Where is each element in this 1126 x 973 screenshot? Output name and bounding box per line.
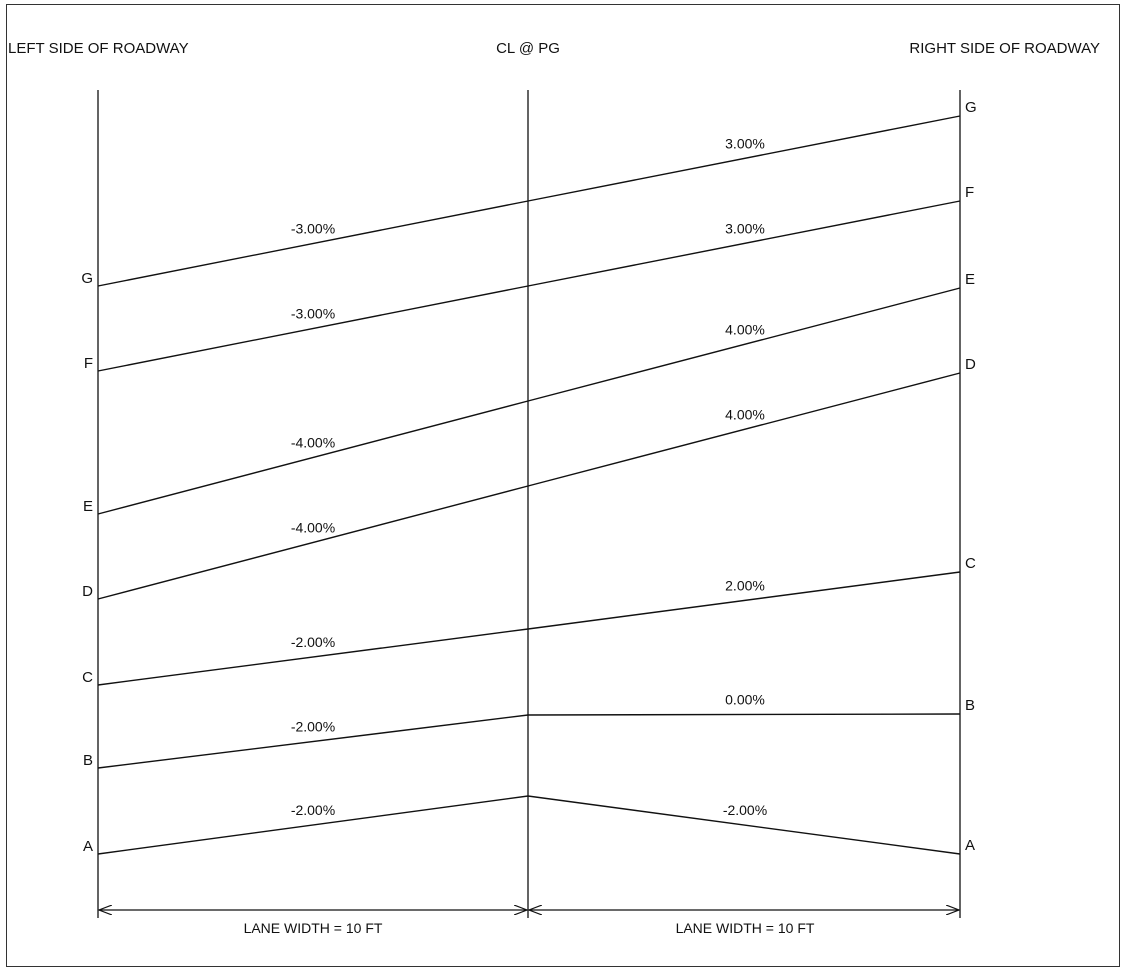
stage-b-left-slope: -2.00% bbox=[291, 719, 335, 735]
stage-b-right-label: B bbox=[965, 697, 975, 714]
stage-c-right-slope: 2.00% bbox=[725, 578, 765, 594]
stage-c-right-label: C bbox=[965, 555, 976, 572]
stage-b-left-label: B bbox=[83, 752, 93, 769]
stage-c-left-slope: -2.00% bbox=[291, 634, 335, 650]
stage-d-right-label: D bbox=[965, 356, 976, 373]
stage-e-left-label: E bbox=[83, 498, 93, 515]
stage-line-d bbox=[97, 372, 961, 600]
centerline-header: CL @ PG bbox=[496, 40, 560, 57]
stage-a-right-slope: -2.00% bbox=[723, 802, 767, 818]
stage-line-f bbox=[97, 200, 961, 372]
right-side-header: RIGHT SIDE OF ROADWAY bbox=[909, 40, 1100, 57]
stage-g-left-slope: -3.00% bbox=[291, 221, 335, 237]
stage-a-left-slope: -2.00% bbox=[291, 802, 335, 818]
stage-f-left-label: F bbox=[84, 355, 93, 372]
stage-line-g bbox=[97, 115, 961, 287]
stage-d-left-slope: -4.00% bbox=[291, 520, 335, 536]
stage-e-right-label: E bbox=[965, 271, 975, 288]
stage-b-right-slope: 0.00% bbox=[725, 692, 765, 708]
stage-e-right-slope: 4.00% bbox=[725, 322, 765, 338]
stage-g-left-label: G bbox=[81, 270, 93, 287]
left-side-header: LEFT SIDE OF ROADWAY bbox=[8, 40, 189, 57]
stage-f-right-label: F bbox=[965, 184, 974, 201]
stage-d-left-label: D bbox=[82, 583, 93, 600]
stage-a-right-label: A bbox=[965, 837, 975, 854]
stage-line-a bbox=[97, 795, 961, 855]
stage-f-right-slope: 3.00% bbox=[725, 221, 765, 237]
stage-f-left-slope: -3.00% bbox=[291, 306, 335, 322]
stage-d-right-slope: 4.00% bbox=[725, 407, 765, 423]
stages-group: -2.00% -2.00% A A -2.00% 0.00% B B -2.00% 2.00% C C… bbox=[81, 99, 976, 855]
stage-c-left-label: C bbox=[82, 669, 93, 686]
stage-a-left-label: A bbox=[83, 838, 93, 855]
stage-e-left-slope: -4.00% bbox=[291, 435, 335, 451]
left-lane-dimension-label: LANE WIDTH = 10 FT bbox=[244, 920, 383, 936]
stage-g-right-label: G bbox=[965, 99, 977, 116]
stage-line-e bbox=[97, 287, 961, 515]
stage-g-right-slope: 3.00% bbox=[725, 136, 765, 152]
stage-line-b bbox=[97, 713, 961, 769]
right-lane-dimension-label: LANE WIDTH = 10 FT bbox=[676, 920, 815, 936]
stage-line-c bbox=[97, 571, 961, 686]
diagram-frame bbox=[6, 4, 1120, 967]
